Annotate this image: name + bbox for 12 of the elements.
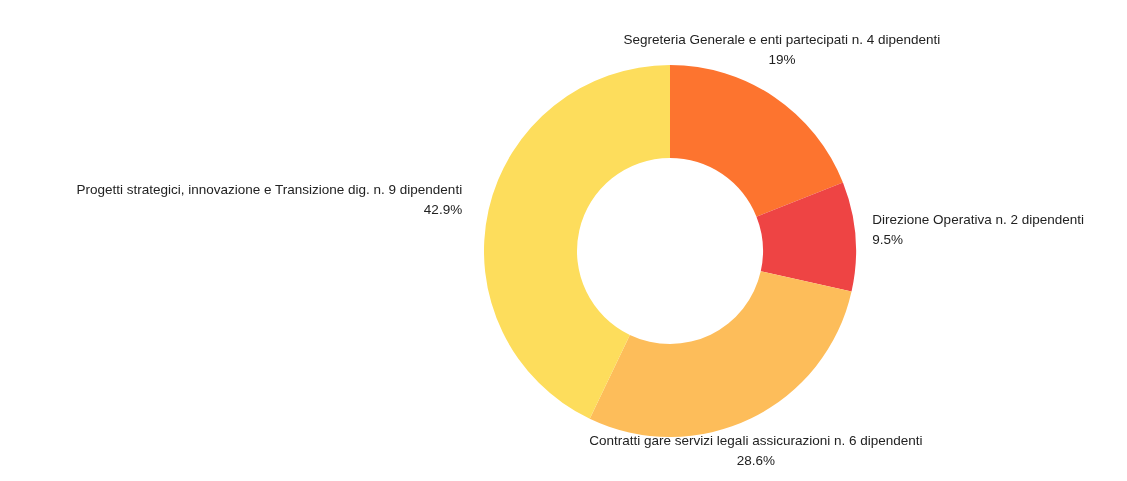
- donut-slice: [589, 271, 852, 437]
- data-label: 42.9%: [423, 201, 463, 217]
- data-label: 28.6%: [736, 453, 776, 469]
- slice-label: Segreteria Generale e enti partecipati n. 4 dipendenti: [623, 31, 941, 47]
- slice-label: Direzione Operativa n. 2 dipendenti: [872, 211, 1084, 227]
- slice-label: Progetti strategici, innovazione e Transizione dig. n. 9 dipendenti: [76, 181, 463, 197]
- donut-slice: [670, 65, 843, 217]
- donut-slice: [756, 182, 856, 292]
- data-label: 9.5%: [872, 231, 904, 247]
- donut-slice: [484, 65, 670, 419]
- data-label: 19%: [768, 51, 796, 67]
- slice-label: Contratti gare servizi legali assicurazioni n. 6 dipendenti: [589, 433, 923, 449]
